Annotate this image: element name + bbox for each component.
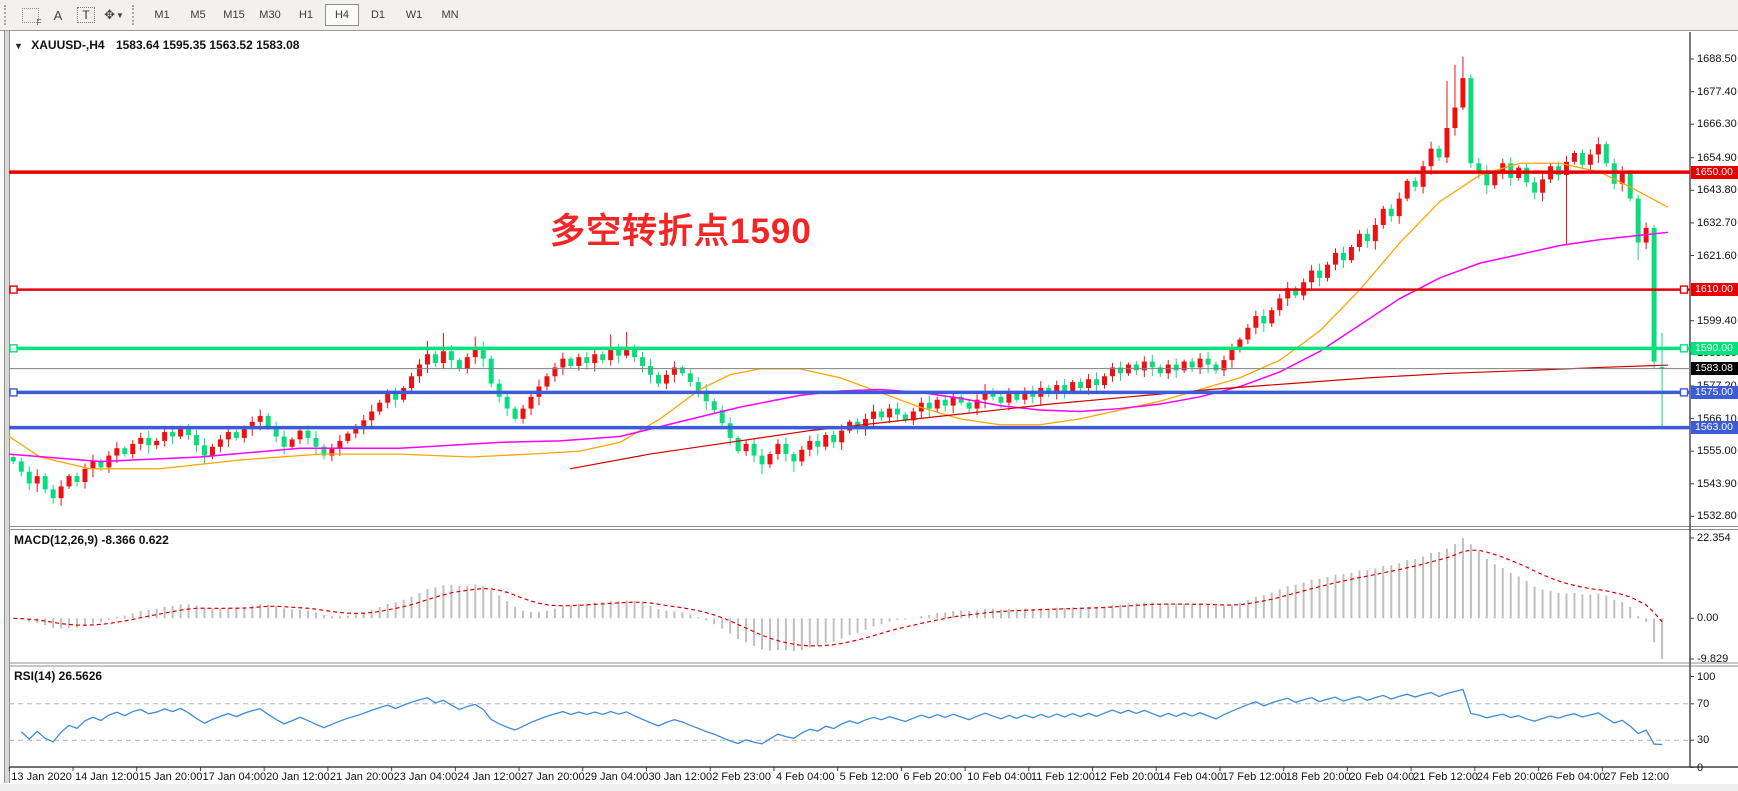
time-axis-label: 17 Jan 04:00 [202, 771, 267, 783]
timeframe-button-m15[interactable]: M15 [223, 9, 245, 21]
rsi-indicator-label: RSI(14) 26.5626 [14, 669, 103, 683]
time-axis-label: 30 Jan 12:00 [648, 771, 713, 783]
hline-handle[interactable] [1679, 285, 1689, 294]
rsi-scale-label: 0 [1697, 761, 1704, 774]
collapse-triangle-icon[interactable]: ▼ [14, 41, 23, 51]
price-tick-label: 1643.80 [1697, 184, 1737, 197]
ma-orange-line [8, 162, 1669, 470]
time-axis-label: 26 Feb 04:00 [1540, 771, 1606, 783]
timeframe-button-h4[interactable]: H4 [325, 4, 359, 26]
time-axis-label: 5 Feb 12:00 [839, 771, 899, 783]
timeframe-button-w1[interactable]: W1 [405, 9, 423, 21]
time-axis-label: 24 Feb 20:00 [1476, 771, 1542, 783]
timeframe-button-m1[interactable]: M1 [154, 9, 170, 21]
ohlc-values: 1583.64 1595.35 1563.52 1583.08 [115, 38, 300, 52]
time-axis-label: 10 Feb 04:00 [967, 771, 1032, 783]
time-axis-label: 18 Feb 20:00 [1285, 771, 1351, 783]
time-axis-label: 11 Feb 12:00 [1030, 771, 1095, 783]
hline-handle[interactable] [9, 344, 18, 353]
hline-handle[interactable] [1679, 344, 1689, 353]
dropdown-caret-icon[interactable]: ▼ [115, 10, 124, 20]
macd-indicator-label: MACD(12,26,9) -8.366 0.622 [14, 533, 169, 547]
price-tick-label: 1666.30 [1697, 118, 1737, 131]
time-axis-label: 21 Feb 12:00 [1413, 771, 1478, 783]
price-tick-label: 1677.40 [1697, 85, 1737, 98]
hline-handle[interactable] [1679, 388, 1689, 397]
timeframe-button-m5[interactable]: M5 [190, 9, 206, 21]
time-axis-label: 14 Jan 12:00 [75, 771, 139, 783]
price-line-chip: 1575.00 [1691, 385, 1738, 399]
toolbar-grip[interactable] [4, 5, 10, 25]
text-label-a-icon[interactable]: A [53, 7, 63, 23]
time-axis-label: 13 Jan 2020 [11, 771, 72, 783]
price-tick-label: 1688.50 [1697, 53, 1737, 65]
candles [10, 56, 1665, 506]
time-axis-label: 20 Feb 04:00 [1349, 771, 1415, 783]
time-axis-label: 6 Feb 20:00 [903, 771, 963, 783]
timeframe-button-mn[interactable]: MN [441, 9, 459, 21]
time-axis-label: 4 Feb 04:00 [775, 771, 835, 783]
price-tick-label: 1599.40 [1697, 314, 1737, 327]
time-axis-label: 29 Jan 04:00 [584, 771, 649, 783]
rsi-scale-label: 30 [1697, 734, 1710, 747]
time-axis-label: 12 Feb 20:00 [1094, 771, 1160, 783]
macd-histogram [20, 538, 1664, 659]
timeframe-button-m30[interactable]: M30 [259, 9, 281, 21]
macd-signal-line [13, 549, 1663, 647]
time-axis-label: 21 Jan 20:00 [329, 771, 394, 783]
macd-scale-label: 0.00 [1697, 612, 1719, 625]
hline-handle[interactable] [9, 388, 18, 397]
time-axis-label: 27 Feb 12:00 [1604, 771, 1670, 783]
time-axis-label: 27 Jan 20:00 [521, 771, 585, 783]
price-tick-label: 1532.80 [1697, 510, 1737, 523]
status-strip [0, 784, 1738, 791]
price-line-chip: 1563.00 [1691, 421, 1738, 435]
rsi-scale-label: 100 [1697, 670, 1716, 683]
timeframe-button-d1[interactable]: D1 [370, 9, 386, 21]
price-line-chip: 1650.00 [1691, 165, 1738, 179]
time-axis-label: 17 Feb 12:00 [1221, 771, 1287, 783]
macd-scale-label: 22.354 [1697, 532, 1731, 544]
price-tick-label: 1621.60 [1697, 249, 1737, 262]
price-tick-label: 1543.90 [1697, 477, 1737, 490]
price-tick-label: 1632.70 [1697, 216, 1737, 229]
toolbar-grip-2[interactable] [132, 5, 138, 25]
macd-scale-label: -9.829 [1697, 653, 1729, 665]
timeframe-bar: M1 M5 M15 M30 H1 H4 D1 W1 MN [144, 4, 468, 26]
rsi-scale-label: 70 [1697, 697, 1710, 710]
price-tick-label: 1654.90 [1697, 151, 1737, 164]
time-axis-label: 23 Jan 04:00 [393, 771, 458, 783]
hline-handle[interactable] [9, 285, 18, 294]
time-axis-label: 20 Jan 12:00 [266, 771, 330, 783]
ma-red-line [569, 364, 1669, 470]
timeframe-button-h1[interactable]: H1 [298, 9, 314, 21]
text-tool-t-glyph: T [77, 7, 95, 23]
price-line-chip: 1610.00 [1691, 283, 1738, 297]
toolbar: F A T ✥ ▼ M1 M5 M15 M30 H1 H4 D1 W1 MN [0, 0, 1738, 31]
text-tool-t-icon[interactable]: T [74, 4, 98, 26]
price-line-chip: 1590.00 [1691, 341, 1738, 355]
bid-price-chip: 1583.08 [1691, 362, 1738, 376]
symbol-period-label: XAUUSD-,H4 [31, 38, 105, 52]
time-axis-label: 15 Jan 20:00 [138, 771, 203, 783]
rsi-line [20, 688, 1663, 746]
templates-grid-f-icon[interactable]: F [18, 4, 42, 27]
time-axis-label: 14 Feb 04:00 [1158, 771, 1224, 783]
cursor-arrows-icon[interactable]: ✥ ▼ [102, 4, 126, 26]
cursor-arrows-glyph: ✥ [104, 7, 115, 22]
chart-title: ▼ XAUUSD-,H4 1583.64 1595.35 1563.52 158… [14, 38, 299, 52]
price-tick-label: 1555.00 [1697, 445, 1737, 458]
time-axis-label: 24 Jan 12:00 [457, 771, 521, 783]
window-left-border [4, 31, 10, 783]
time-axis-label: 2 Feb 23:00 [712, 771, 771, 783]
chart-text-annotation[interactable]: 多空转折点1590 [550, 212, 812, 251]
